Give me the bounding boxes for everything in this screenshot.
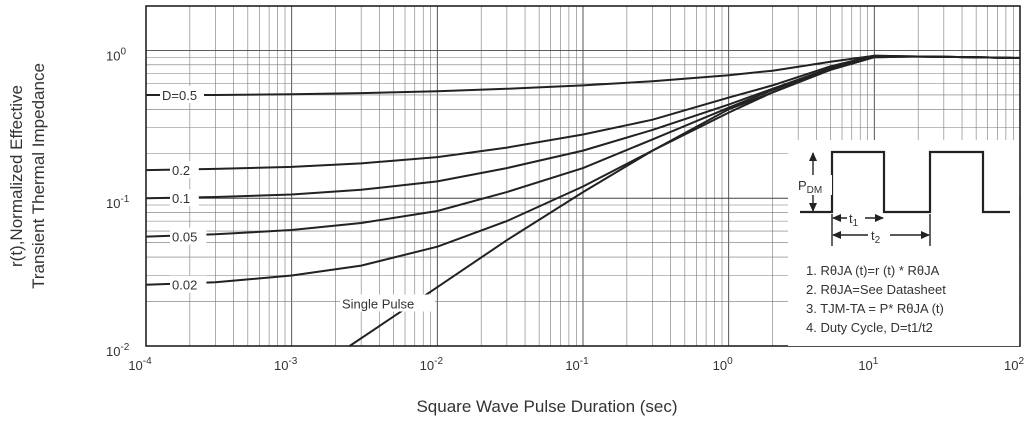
series-group: [145, 54, 1021, 347]
x-tick-label: 10-4: [128, 356, 152, 373]
x-tick-label: 101: [858, 356, 878, 373]
t1-arrow-head-left: [832, 214, 841, 222]
curve-label-bg: [160, 85, 204, 103]
note-2: 2. RθJA=See Datasheet: [806, 282, 946, 297]
y-tick-label: 10-1: [106, 194, 130, 211]
x-tick-label: 10-1: [565, 356, 589, 373]
t2-arrow-head-right: [921, 231, 930, 239]
note-1: 1. RθJA (t)=r (t) * RθJA: [806, 263, 940, 278]
curve-label: 0.05: [172, 230, 197, 245]
tick-labels: 10-4 10-3 10-2 10-1 100 101 102 10-2 10-1 100: [106, 46, 1024, 373]
curve-label: 0.2: [172, 163, 190, 178]
y-axis-label-line1: r(t),Normalized Effective: [7, 85, 26, 267]
curve-label: 0.02: [172, 278, 197, 293]
x-tick-label: 102: [1004, 356, 1024, 373]
t2-arrow-head-left: [832, 231, 841, 239]
curve-label-bg: [170, 227, 207, 245]
curve-label: Single Pulse: [342, 297, 414, 312]
y-axis-label-line2: Transient Thermal Impedance: [29, 63, 48, 289]
curve-label: 0.1: [172, 191, 190, 206]
curve-label-bg: [170, 275, 207, 293]
pdm-label: PDM: [798, 178, 822, 196]
x-tick-label: 10-3: [274, 356, 298, 373]
x-tick-label: 10-2: [420, 356, 444, 373]
plot-frame: [145, 5, 1021, 347]
pdm-arrow-head-bottom: [809, 203, 817, 212]
curve-label-bg: [170, 161, 199, 179]
t1-label: t1: [849, 211, 859, 229]
x-axis-label: Square Wave Pulse Duration (sec): [416, 397, 677, 416]
series-line: [349, 55, 1021, 347]
curve-label: D=0.5: [162, 88, 197, 103]
note-3: 3. TJM-TA = P* RθJA (t): [806, 301, 944, 316]
x-tick-label: 100: [713, 356, 733, 373]
y-tick-label: 100: [106, 46, 126, 63]
inset-legend: PDM t1 t2 1. RθJA (t)=r (t) * RθJA 2. Rθ…: [788, 140, 1019, 346]
inset-box: [788, 140, 1019, 346]
curve-label-bg: [170, 189, 199, 207]
t2-label: t2: [871, 228, 881, 246]
y-tick-label: 10-2: [106, 342, 130, 359]
t1-arrow-head-right: [875, 214, 884, 222]
curve-label-bg: [340, 294, 435, 312]
pdm-arrow-head-top: [809, 152, 817, 161]
note-4: 4. Duty Cycle, D=t1/t2: [806, 320, 933, 335]
curve-labels: D=0.5 0.2 0.1 0.05 0.02 Single Pulse: [160, 85, 435, 312]
